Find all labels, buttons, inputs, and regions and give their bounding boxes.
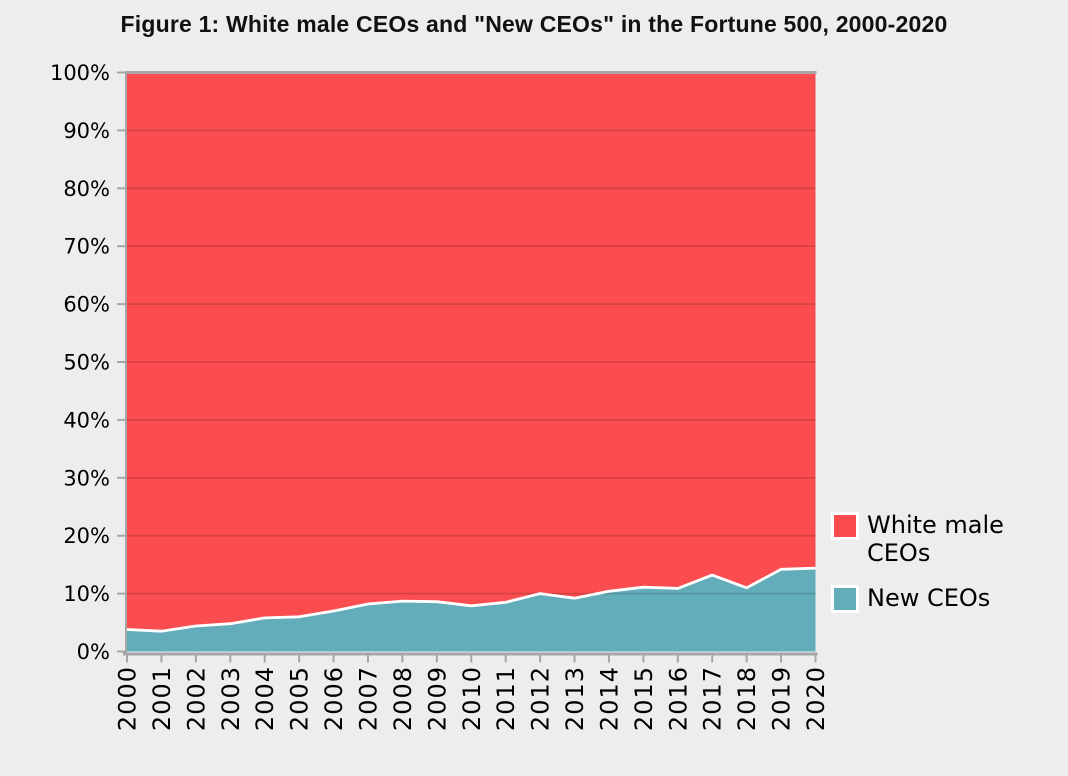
- y-tick-label: 90%: [63, 119, 110, 143]
- x-tick-label: 2019: [768, 666, 796, 731]
- y-tick-label: 0%: [77, 640, 110, 664]
- legend-label-new-ceos: New CEOs: [867, 584, 991, 612]
- x-tick-label: 2016: [664, 666, 692, 731]
- x-tick-label: 2003: [217, 666, 245, 731]
- x-tick-label: 2001: [148, 666, 176, 731]
- x-tick-label: 2005: [286, 666, 314, 731]
- legend-item-white-male-ceos: White male CEOs: [831, 511, 1025, 567]
- x-tick-label: 2015: [630, 666, 658, 731]
- x-tick-label: 2012: [527, 666, 555, 731]
- legend-item-new-ceos: New CEOs: [831, 584, 1025, 613]
- x-tick-label: 2017: [699, 666, 727, 731]
- y-tick-label: 60%: [63, 293, 110, 317]
- x-tick-label: 2018: [733, 666, 761, 731]
- x-tick-label: 2004: [251, 666, 279, 731]
- y-tick-label: 40%: [63, 408, 110, 432]
- legend-label-white-male-ceos: White male CEOs: [867, 511, 1004, 567]
- y-tick-label: 80%: [63, 177, 110, 201]
- y-tick-label: 70%: [63, 235, 110, 259]
- x-tick-label: 2008: [389, 666, 417, 731]
- series-boundary-line: [126, 566, 816, 633]
- x-tick-label: 2002: [182, 666, 210, 731]
- legend: White male CEOs New CEOs: [831, 511, 1025, 613]
- x-tick-label: 2011: [492, 666, 520, 731]
- y-tick-label: 10%: [63, 582, 110, 606]
- x-tick-label: 2000: [114, 666, 142, 731]
- y-tick-label: 50%: [63, 351, 110, 375]
- area-white-male-ceos: [127, 72, 816, 652]
- x-tick-label: 2006: [320, 666, 348, 731]
- legend-swatch-new-ceos-icon: [831, 585, 859, 613]
- x-tick-label: 2020: [802, 666, 830, 731]
- y-tick-label: 30%: [63, 466, 110, 490]
- x-tick-label: 2010: [458, 666, 486, 731]
- chart-title: Figure 1: White male CEOs and "New CEOs"…: [120, 11, 948, 37]
- x-tick-label: 2009: [423, 666, 451, 731]
- legend-swatch-white-male-ceos-icon: [831, 512, 859, 540]
- y-tick-label: 100%: [50, 61, 110, 85]
- x-tick-label: 2014: [595, 666, 623, 731]
- x-tick-label: 2007: [354, 666, 382, 731]
- area-new-ceos: [127, 568, 816, 652]
- y-tick-label: 20%: [63, 524, 110, 548]
- x-tick-label: 2013: [561, 666, 589, 731]
